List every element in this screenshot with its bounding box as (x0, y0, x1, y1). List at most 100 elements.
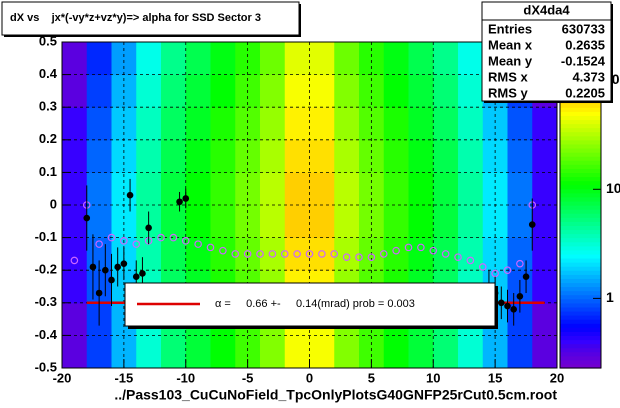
colorbar-strip (560, 294, 601, 300)
heatmap-cell (210, 335, 236, 369)
profile-point (330, 250, 339, 258)
heatmap-cell (433, 205, 459, 239)
colorbar-strip (560, 119, 601, 125)
colorbar-strip (560, 143, 601, 149)
heatmap-cell (62, 172, 88, 206)
colorbar-strip (560, 270, 601, 275)
heatmap-cell (334, 74, 360, 108)
heatmap-cell (383, 205, 409, 239)
profile-point (280, 250, 289, 258)
heatmap-cell (161, 107, 187, 141)
colorbar-strip (560, 209, 601, 214)
heatmap-cell (383, 139, 409, 173)
heatmap-cell (86, 107, 112, 141)
heatmap-cell (161, 74, 187, 108)
colorbar-strip (560, 331, 601, 336)
heatmap-cell (458, 237, 484, 271)
heatmap-cell (433, 139, 459, 173)
heatmap-cell (433, 335, 459, 369)
heatmap-cell (260, 107, 286, 141)
colorbar-strip (560, 335, 601, 341)
heatmap-cell (185, 139, 211, 173)
stats-value: 4.373 (572, 69, 605, 84)
colorbar-strip (560, 205, 601, 210)
heatmap-cell (532, 302, 558, 336)
heatmap-cell (62, 270, 88, 304)
data-point (522, 273, 530, 281)
colorbar-strip (560, 168, 601, 173)
colorbar-strip (560, 152, 601, 157)
heatmap-cell (284, 205, 310, 239)
colorbar-strip (560, 111, 601, 116)
stats-label: RMS x (488, 69, 529, 84)
profile-point (417, 243, 425, 252)
heatmap-cell (136, 139, 162, 173)
heatmap-cell (62, 335, 88, 369)
heatmap-cell (210, 107, 236, 141)
heatmap-cell (507, 237, 533, 271)
profile-point (157, 233, 165, 242)
data-point (528, 221, 536, 228)
colorbar-strip (560, 306, 601, 312)
stats-value: -0.1524 (561, 53, 606, 68)
heatmap-cell (359, 205, 385, 239)
heatmap-cell (458, 335, 484, 369)
heatmap-cell (284, 107, 310, 141)
colorbar-strip (560, 310, 601, 316)
heatmap-cell (185, 205, 211, 239)
colorbar-strip (560, 196, 601, 202)
heatmap-cell (136, 172, 162, 206)
heatmap-cell (408, 42, 434, 76)
heatmap-cell (136, 42, 162, 76)
data-point (132, 273, 140, 281)
data-point (504, 302, 511, 310)
colorbar-strip (560, 127, 601, 133)
colorbar-strip (560, 253, 601, 259)
heatmap-cell (185, 74, 211, 108)
stats-label: RMS y (488, 85, 529, 100)
colorbar-strip (560, 343, 601, 349)
colorbar-strip (560, 327, 601, 332)
colorbar-strip (560, 176, 601, 182)
profile-point (367, 253, 376, 261)
profile-point (503, 266, 512, 275)
colorbar-strip (560, 363, 601, 369)
heatmap-cell (260, 205, 286, 239)
profile-point (441, 250, 450, 258)
profile-point (256, 250, 264, 258)
heatmap-cell (458, 205, 484, 239)
heatmap-cell (383, 335, 409, 369)
heatmap-cell (433, 107, 459, 141)
heatmap-cell (284, 74, 310, 108)
heatmap-cell (408, 335, 434, 369)
heatmap-cell (359, 107, 385, 141)
colorbar-strip (560, 290, 601, 296)
colorbar-strip (560, 233, 601, 239)
x-tick-label: 0 (306, 370, 313, 385)
colorbar-strip (560, 184, 601, 190)
heatmap-cell (334, 42, 360, 76)
profile-point (107, 233, 116, 242)
heatmap-cell (86, 74, 112, 108)
heatmap-cell (433, 42, 459, 76)
y-tick-label: -0.5 (35, 359, 57, 374)
profile-point (243, 250, 252, 258)
heatmap-cell (532, 139, 558, 173)
y-tick-label: 0.4 (39, 66, 58, 81)
data-point (139, 270, 146, 277)
profile-point (429, 246, 438, 255)
heatmap-cell (62, 237, 88, 271)
x-tick-label: -20 (53, 370, 72, 385)
y-tick-label: 0.1 (39, 164, 57, 179)
heatmap-cell (111, 205, 137, 239)
heatmap-cell (458, 107, 484, 141)
heatmap-cell (507, 335, 533, 369)
heatmap-cell (62, 205, 88, 239)
heatmap-cell (111, 107, 137, 141)
heatmap-cell (334, 139, 360, 173)
heatmap-cell (86, 205, 112, 239)
heatmap-cell (309, 42, 335, 76)
heatmap-cell (86, 172, 112, 206)
legend-text: α = 0.66 +- 0.14(mrad) prob = 0.003 (215, 298, 415, 310)
colorbar-strip (560, 351, 601, 357)
